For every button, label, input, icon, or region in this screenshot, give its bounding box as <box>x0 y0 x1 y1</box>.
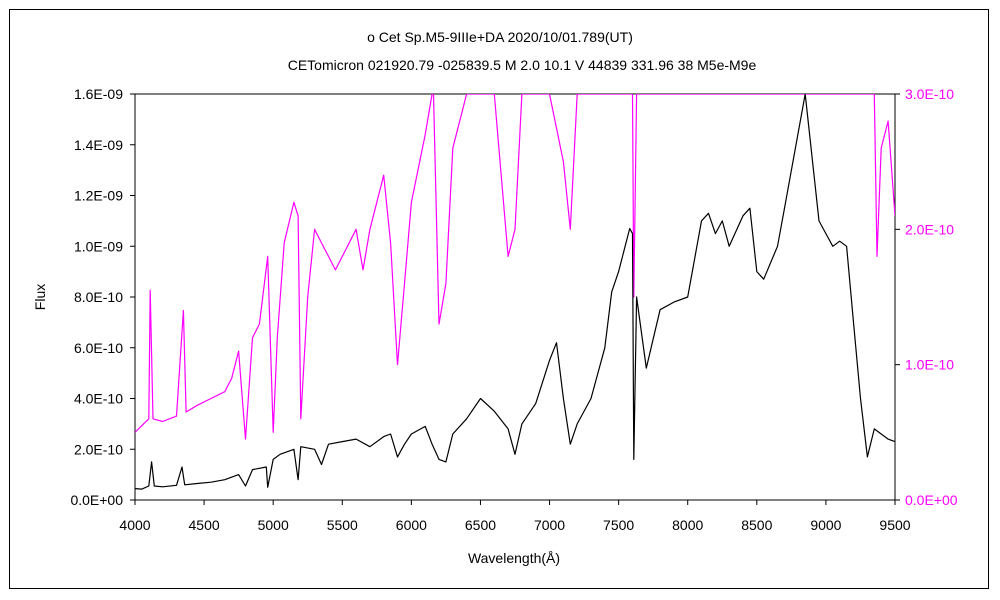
y-axis-label: Flux <box>32 284 48 310</box>
x-tick-label: 8000 <box>672 517 703 533</box>
series-line-left-axis <box>135 94 895 490</box>
y-tick-label: 6.0E-10 <box>74 340 123 356</box>
x-tick-label: 7500 <box>603 517 634 533</box>
plot-area: 4000 4500 5000 5500 6000 6500 7000 7500 8000 8500… <box>70 86 957 533</box>
x-axis-label: Wavelength(Å) <box>468 550 560 566</box>
y2-tick-label: 0.0E+00 <box>905 492 958 508</box>
x-tick-label: 6000 <box>396 517 427 533</box>
x-tick-label: 8500 <box>741 517 772 533</box>
x-tick-label: 5500 <box>327 517 358 533</box>
x-tick-label: 9000 <box>810 517 841 533</box>
x-tick-label: 7000 <box>534 517 565 533</box>
y-tick-label: 4.0E-10 <box>74 391 123 407</box>
y-tick-label: 1.0E-09 <box>74 238 123 254</box>
chart-subtitle: CETomicron 021920.79 -025839.5 M 2.0 10.… <box>288 57 757 73</box>
y-tick-label: 2.0E-10 <box>74 441 123 457</box>
chart-frame <box>9 9 989 589</box>
x-tick-label: 5000 <box>258 517 289 533</box>
y-tick-label: 1.2E-09 <box>74 188 123 204</box>
y2-tick-label: 1.0E-10 <box>905 357 954 373</box>
plot-border <box>134 93 896 501</box>
y2-tick-label: 2.0E-10 <box>905 221 954 237</box>
y2-tick-label: 3.0E-10 <box>905 86 954 102</box>
x-tick-label: 4500 <box>189 517 220 533</box>
y-tick-label: 0.0E+00 <box>70 492 123 508</box>
x-tick-label: 9500 <box>879 517 910 533</box>
x-tick-label: 6500 <box>465 517 496 533</box>
y-tick-label: 1.6E-09 <box>74 86 123 102</box>
x-tick-label: 4000 <box>119 517 150 533</box>
y-tick-label: 1.4E-09 <box>74 137 123 153</box>
y-tick-label: 8.0E-10 <box>74 289 123 305</box>
chart-title: ο Cet Sp.M5-9IIIe+DA 2020/10/01.789(UT) <box>367 29 633 45</box>
series-line-right-axis <box>135 94 895 440</box>
